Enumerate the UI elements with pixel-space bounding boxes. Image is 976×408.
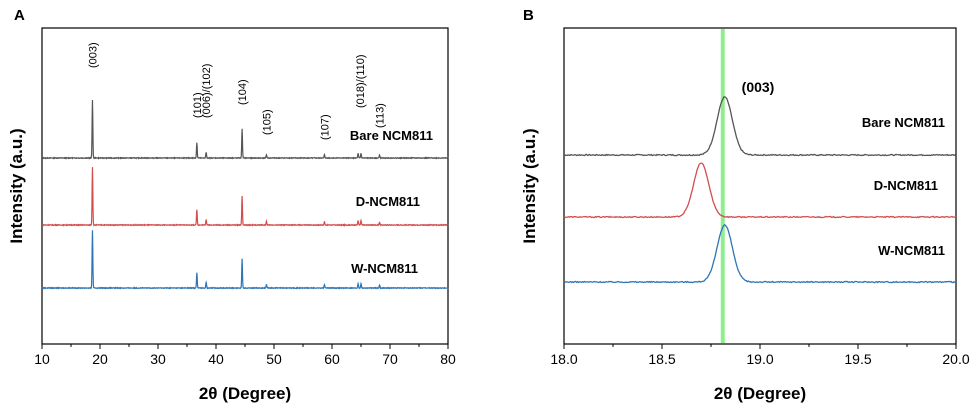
series-line-2 (563, 162, 957, 219)
peak-label: (105) (261, 109, 273, 135)
x-tick-label: 19.0 (746, 351, 773, 367)
panel-b-x-axis-title: 2θ (Degree) (714, 384, 806, 403)
x-tick-label: 18.5 (648, 351, 675, 367)
panel-b-curves (563, 96, 957, 284)
series-label-1: Bare NCM811 (350, 128, 433, 143)
series-label-1: Bare NCM811 (862, 115, 945, 130)
x-tick-label: 60 (324, 351, 340, 367)
panel-a-label: A (14, 7, 25, 24)
peak-label: (113) (375, 103, 387, 128)
series-line-1 (41, 99, 449, 160)
series-label-3: W-NCM811 (351, 261, 418, 276)
peak-label: (003) (87, 42, 99, 68)
series-line-1 (563, 96, 957, 157)
x-tick-label: 10 (34, 351, 50, 367)
panel-a-x-axis: 10 20 30 40 50 60 70 80 (34, 344, 456, 367)
x-tick-label: 30 (150, 351, 166, 367)
peak-label: (006)/(102) (201, 64, 213, 118)
x-tick-label: 20 (92, 351, 108, 367)
x-tick-label: 19.5 (844, 351, 871, 367)
panel-a-y-axis-title: Intensity (a.u.) (7, 128, 26, 243)
panel-a-chart: 10 20 30 40 50 60 70 80 (003) (101)(006)/(102) (1… (7, 27, 456, 403)
series-label-2: D-NCM811 (874, 178, 938, 193)
peak-label: (104) (237, 79, 249, 105)
panel-a-curves (41, 99, 449, 290)
peak-label: (107) (319, 114, 331, 140)
panel-a-x-axis-title: 2θ (Degree) (199, 384, 291, 403)
panel-b-y-axis-title: Intensity (a.u.) (520, 128, 539, 243)
x-tick-label: 50 (266, 351, 282, 367)
x-tick-label: 70 (382, 351, 398, 367)
series-line-2 (41, 167, 449, 227)
x-tick-label: 40 (208, 351, 224, 367)
panel-b-chart: 18.0 18.5 19.0 19.5 20.0 Bare NCM811 D-NCM811… (520, 27, 970, 403)
x-tick-label: 18.0 (550, 351, 577, 367)
panel-b-label: B (523, 7, 534, 24)
panel-b-series-labels: Bare NCM811 D-NCM811 W-NCM811 (862, 115, 945, 258)
x-tick-label: 80 (440, 351, 456, 367)
panel-b-peak-label: (003) (742, 79, 775, 95)
panel-a-peak-labels: (003) (101)(006)/(102) (104) (105) (107) (018… (87, 42, 386, 140)
series-label-2: D-NCM811 (356, 194, 420, 209)
peak-label: (018)/(110) (355, 54, 367, 108)
series-label-3: W-NCM811 (878, 243, 945, 258)
panel-b-x-axis: 18.0 18.5 19.0 19.5 20.0 (550, 344, 970, 367)
x-tick-label: 20.0 (942, 351, 969, 367)
peak-label: (101) (192, 92, 204, 118)
series-line-3 (41, 230, 449, 290)
panel-a-series-labels: Bare NCM811 D-NCM811 W-NCM811 (350, 128, 433, 276)
panel-a-frame (41, 27, 449, 345)
series-line-3 (563, 223, 957, 284)
